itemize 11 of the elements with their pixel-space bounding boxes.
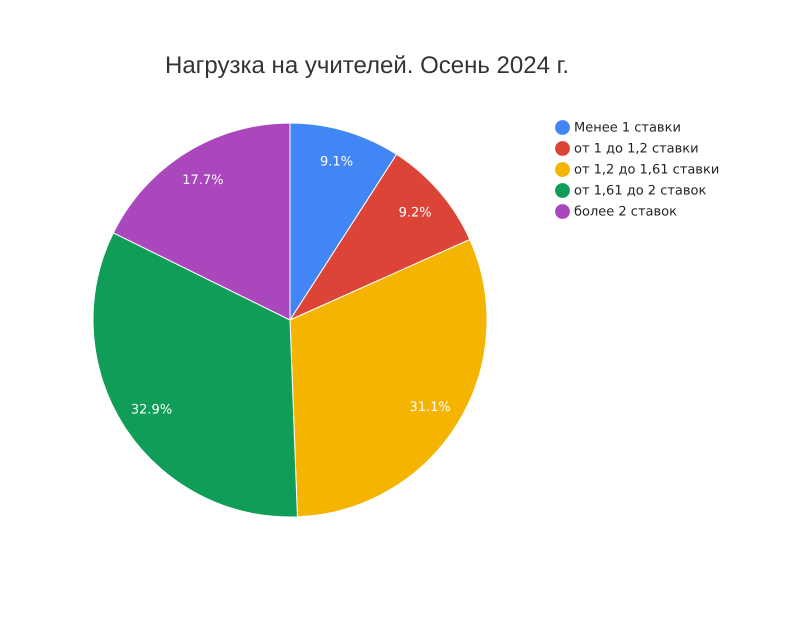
chart-title: Нагрузка на учителей. Осень 2024 г. [165,52,570,79]
legend-label: более 2 ставок [574,204,678,220]
legend-label: от 1,2 до 1,61 ставки [574,162,720,178]
data-label: 9.2% [398,205,432,220]
data-label: 32.9% [130,402,172,418]
data-label: 9.1% [320,154,354,170]
legend-label: Менее 1 ставки [574,120,681,136]
data-label: 17.7% [182,172,224,188]
data-label: 31.1% [409,400,451,416]
legend-label: от 1,61 до 2 ставок [574,184,707,198]
legend-label: от 1 до 1,2 ставки [574,142,699,156]
